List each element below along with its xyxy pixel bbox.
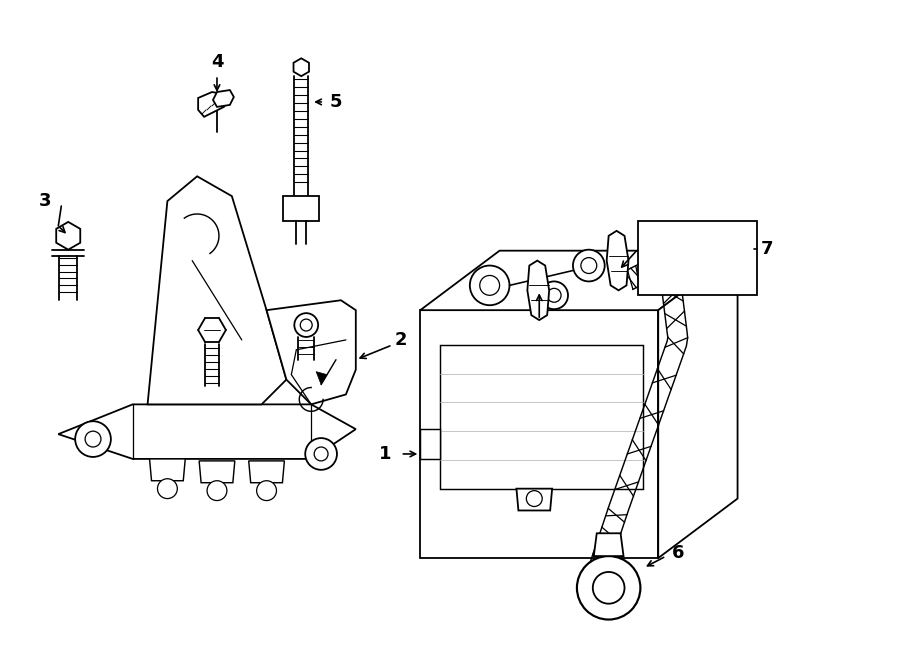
Circle shape [256, 481, 276, 500]
Circle shape [86, 431, 101, 447]
Polygon shape [248, 461, 284, 483]
Text: 5: 5 [329, 93, 342, 111]
Circle shape [526, 490, 542, 506]
Polygon shape [56, 222, 80, 250]
Polygon shape [527, 260, 549, 320]
Polygon shape [658, 251, 738, 558]
Polygon shape [293, 58, 309, 76]
Polygon shape [440, 345, 644, 488]
Polygon shape [198, 92, 230, 117]
Circle shape [158, 479, 177, 498]
Polygon shape [149, 459, 185, 481]
Circle shape [294, 313, 318, 337]
Polygon shape [266, 300, 356, 405]
Circle shape [314, 447, 328, 461]
Polygon shape [517, 488, 552, 510]
Circle shape [207, 481, 227, 500]
Polygon shape [213, 90, 234, 107]
Polygon shape [420, 310, 658, 558]
Polygon shape [607, 231, 628, 290]
Text: 2: 2 [394, 331, 407, 349]
Polygon shape [284, 196, 320, 221]
Circle shape [540, 282, 568, 309]
Circle shape [580, 258, 597, 274]
Circle shape [305, 438, 337, 470]
Polygon shape [420, 251, 738, 310]
Polygon shape [148, 176, 286, 405]
Circle shape [684, 262, 712, 290]
Polygon shape [638, 221, 758, 295]
Circle shape [547, 288, 561, 302]
Polygon shape [316, 371, 327, 385]
Text: 7: 7 [761, 240, 774, 258]
Polygon shape [594, 533, 624, 556]
Circle shape [470, 266, 509, 305]
Polygon shape [58, 405, 356, 459]
Circle shape [301, 319, 312, 331]
Text: 6: 6 [671, 544, 684, 562]
Text: 3: 3 [40, 192, 51, 210]
Polygon shape [420, 429, 440, 459]
Text: 4: 4 [211, 54, 223, 71]
Polygon shape [199, 461, 235, 483]
Circle shape [573, 250, 605, 282]
Circle shape [480, 276, 500, 295]
Text: 1: 1 [379, 445, 392, 463]
Circle shape [577, 556, 641, 619]
Circle shape [76, 421, 111, 457]
Circle shape [691, 268, 705, 282]
Circle shape [593, 572, 625, 603]
